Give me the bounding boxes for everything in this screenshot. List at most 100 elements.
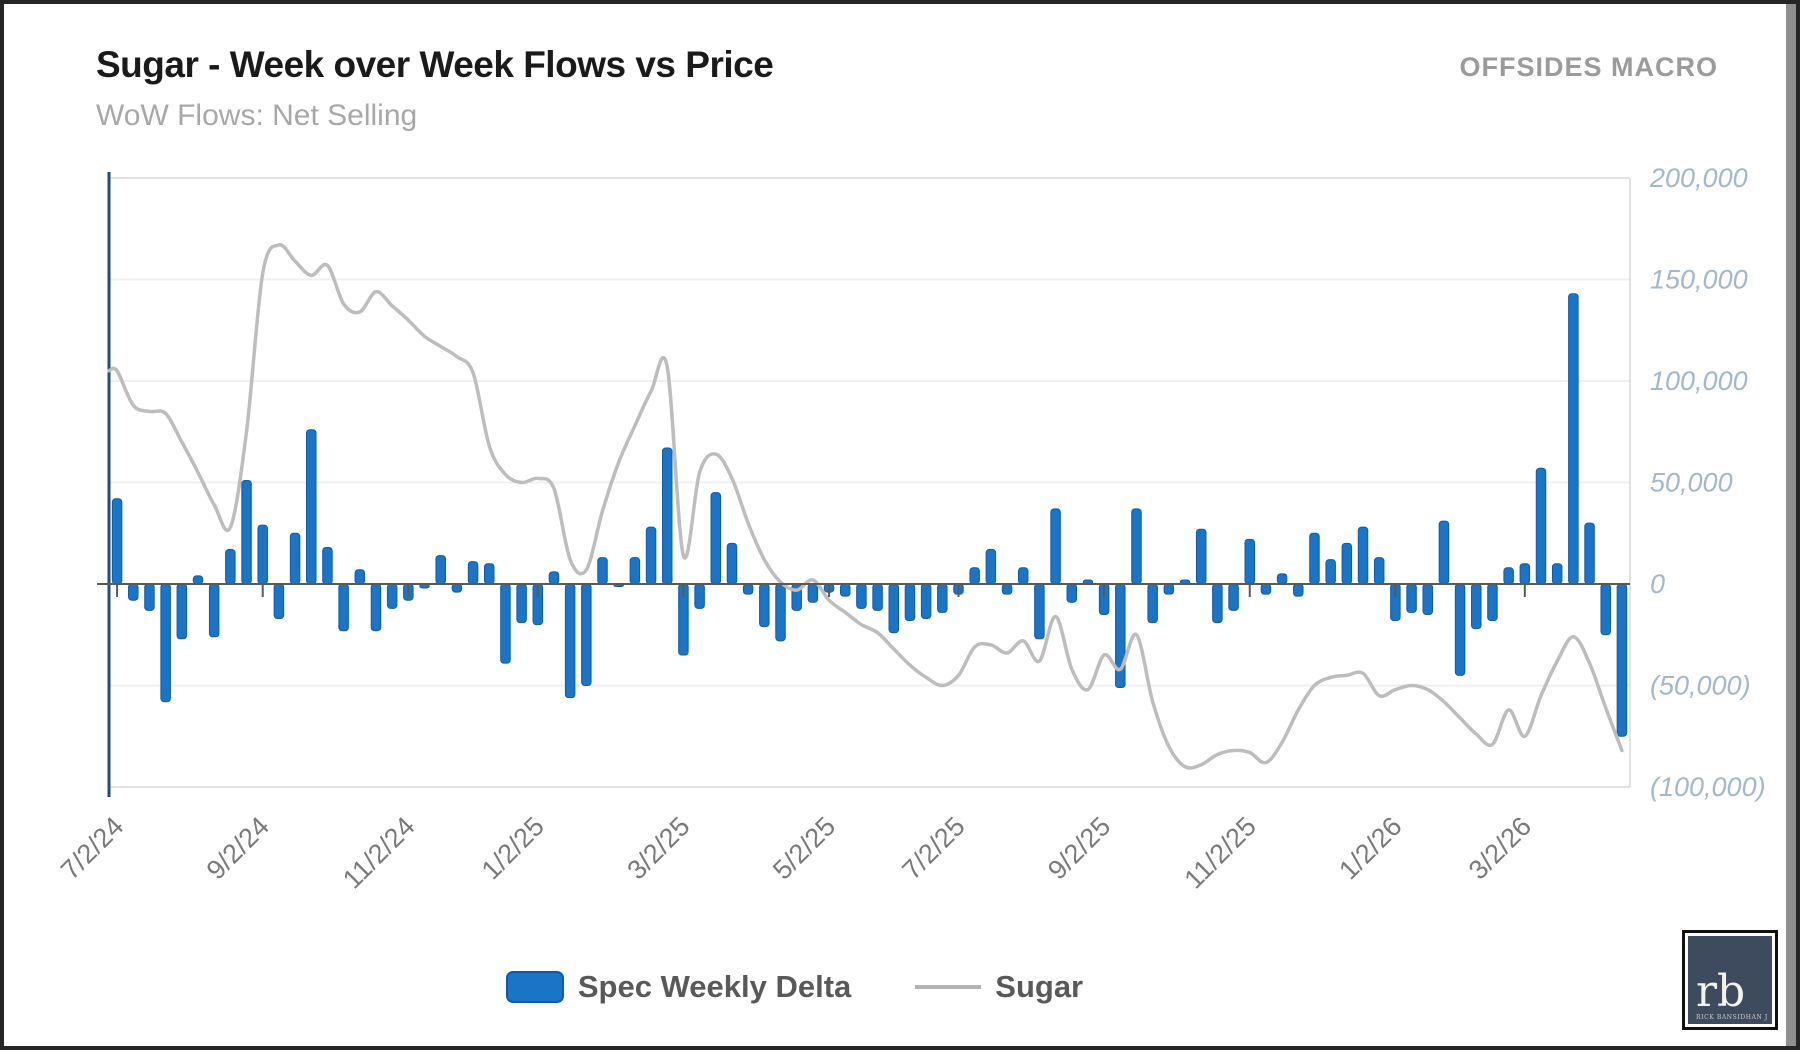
x-axis-label: 3/2/26 <box>1463 811 1537 885</box>
bar <box>1001 583 1013 595</box>
chart-plot: 200,000 150,000 100,000 50,000 0 (50,000) (100… <box>55 163 1766 895</box>
bar <box>467 561 479 585</box>
y-axis-label: (100,000) <box>1650 772 1766 802</box>
bar <box>564 583 576 699</box>
bar <box>128 583 139 601</box>
bar <box>1034 583 1045 640</box>
bar <box>872 583 883 611</box>
bar <box>208 583 220 638</box>
bar <box>1163 583 1175 595</box>
bar <box>807 583 819 603</box>
chart-legend: Spec Weekly Delta Sugar <box>34 956 1555 1018</box>
line-series-swatch-icon <box>915 985 982 989</box>
x-axis-label: 1/2/26 <box>1333 811 1407 885</box>
x-axis-label: 5/2/25 <box>767 811 841 885</box>
bar <box>435 555 446 585</box>
bar <box>225 548 236 585</box>
bar <box>759 583 770 628</box>
bar <box>1568 293 1579 585</box>
bar <box>354 569 366 585</box>
legend-item-spec-weekly-delta: Spec Weekly Delta <box>505 969 852 1005</box>
bar <box>775 583 786 642</box>
bar <box>1195 528 1207 585</box>
x-axis-label: 9/2/25 <box>1042 811 1116 885</box>
x-axis-label: 11/2/25 <box>1178 811 1262 895</box>
y-axis-label: 0 <box>1650 569 1665 599</box>
bar <box>969 567 980 585</box>
bar <box>742 583 754 595</box>
bar <box>856 583 867 609</box>
x-axis-label: 7/2/24 <box>55 811 129 885</box>
bar <box>1422 583 1433 615</box>
chart-title: Sugar - Week over Week Flows vs Price <box>96 44 774 85</box>
bar <box>273 583 285 620</box>
bar <box>1406 583 1417 613</box>
legend-label-bar: Spec Weekly Delta <box>577 969 852 1004</box>
bar <box>1535 467 1547 585</box>
bar <box>726 542 738 585</box>
brand-watermark: OFFSIDES MACRO <box>1459 52 1718 82</box>
bar <box>904 583 916 622</box>
bar <box>306 429 317 585</box>
y-axis-label: 150,000 <box>1650 265 1748 295</box>
bar <box>1293 583 1304 597</box>
x-axis-label: 1/2/25 <box>476 811 550 885</box>
price-line <box>107 243 1624 770</box>
bar <box>500 583 511 664</box>
bar <box>710 492 722 585</box>
bar <box>1373 557 1385 585</box>
rb-logo-core: rb RICK BANSIDHAN JR <box>1688 936 1772 1024</box>
bar <box>484 563 495 585</box>
bar-series-swatch-icon <box>505 971 564 1003</box>
rb-logo-monogram: rb <box>1696 966 1746 1017</box>
bar <box>1357 526 1369 585</box>
y-axis-label: 100,000 <box>1650 366 1748 396</box>
bar <box>985 548 997 585</box>
x-axis-label: 9/2/24 <box>201 811 275 885</box>
bar <box>888 583 900 634</box>
bar <box>370 583 382 632</box>
bar <box>257 524 268 585</box>
bar <box>111 498 123 585</box>
bar <box>548 571 560 585</box>
bar <box>322 546 333 585</box>
bar <box>1260 583 1272 595</box>
y-axis-label: (50,000) <box>1650 671 1751 701</box>
bar <box>1309 532 1320 585</box>
bar <box>661 447 673 585</box>
chart-subtitle: WoW Flows: Net Selling <box>96 99 418 132</box>
bar <box>386 583 398 609</box>
y-axis-label: 50,000 <box>1650 468 1733 498</box>
bar <box>597 557 608 585</box>
bar <box>1131 508 1142 585</box>
bar <box>176 583 188 640</box>
bar <box>1519 563 1531 585</box>
x-axis-label: 3/2/25 <box>621 811 695 885</box>
bar <box>839 583 851 597</box>
legend-label-line: Sugar <box>995 969 1084 1004</box>
legend-item-sugar: Sugar <box>915 969 1083 1005</box>
rb-logo: rb RICK BANSIDHAN JR <box>1682 930 1778 1030</box>
bar <box>1487 583 1498 622</box>
bar <box>937 583 948 613</box>
bar <box>1503 567 1514 585</box>
bar <box>1115 583 1126 689</box>
bar <box>629 557 641 585</box>
bar <box>920 583 932 620</box>
bar <box>581 583 592 686</box>
rb-logo-caption: RICK BANSIDHAN JR <box>1696 1014 1768 1021</box>
bar <box>1212 583 1223 624</box>
window-edge-strip <box>1786 4 1796 1046</box>
bar <box>338 583 349 632</box>
bar <box>451 583 463 593</box>
bar <box>1017 567 1029 585</box>
bar <box>1244 538 1255 585</box>
bar <box>1584 522 1595 585</box>
bar <box>1325 559 1336 585</box>
bar <box>1454 583 1466 676</box>
bar <box>1616 583 1628 737</box>
bar <box>1551 563 1563 585</box>
bar <box>516 583 527 624</box>
y-axis-label: 200,000 <box>1649 163 1748 193</box>
